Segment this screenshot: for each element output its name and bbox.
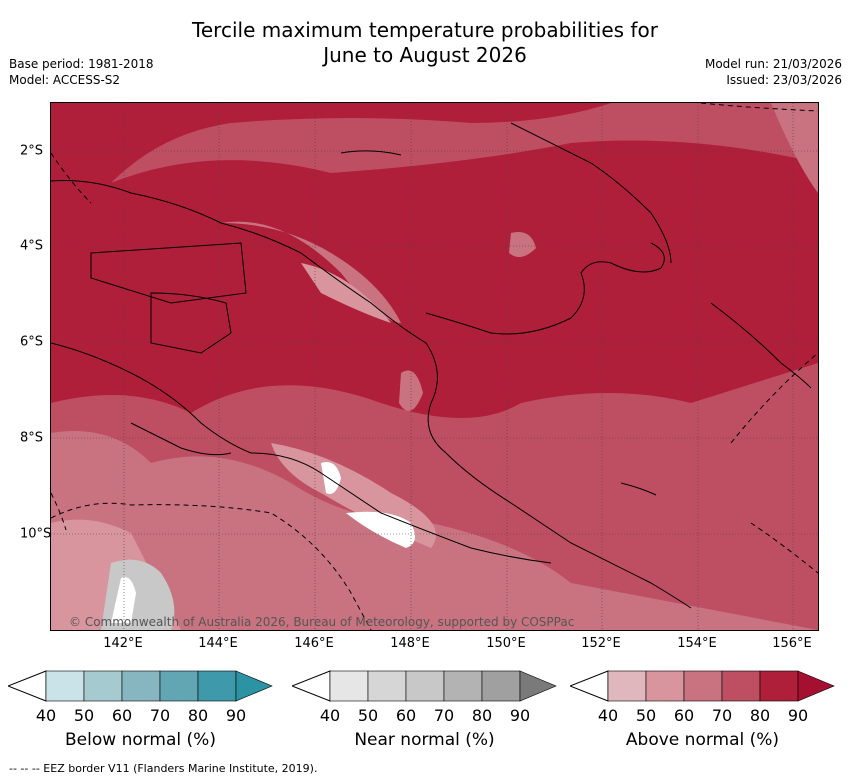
- cbar-below-label: 40: [35, 706, 57, 725]
- cbar-near-seg: [519, 670, 557, 702]
- cbar-above-label: 80: [749, 706, 771, 725]
- x-tick-148: 148°E: [390, 636, 430, 651]
- cbar-below-label: 90: [225, 706, 247, 725]
- issued-date: Issued: 23/03/2026: [726, 73, 842, 87]
- y-tick-6s: 6°S: [20, 334, 44, 350]
- probability-map: © Commonwealth of Australia 2026, Bureau…: [50, 102, 819, 631]
- cbar-above-seg: [797, 670, 835, 702]
- x-tick-142: 142°E: [103, 636, 143, 651]
- cbar-above-label: 90: [787, 706, 809, 725]
- model-run: Model run: 21/03/2026: [704, 57, 842, 71]
- map-title: Tercile maximum temperature probabilitie…: [0, 18, 850, 68]
- cbar-below-label: 60: [111, 706, 133, 725]
- cbar-above-label: 70: [711, 706, 733, 725]
- cbar-near-seg: [443, 670, 483, 702]
- y-tick-8s: 8°S: [20, 430, 44, 446]
- cbar-above-seg: [721, 670, 761, 702]
- x-tick-150: 150°E: [486, 636, 526, 651]
- x-tick-154: 154°E: [677, 636, 717, 651]
- base-period: Base period: 1981-2018: [9, 57, 154, 71]
- cbar-near-label: 60: [395, 706, 417, 725]
- cbar-below-label: 50: [73, 706, 95, 725]
- colorbar-below-normal: [8, 670, 273, 702]
- cbar-below-seg: [45, 670, 85, 702]
- cbar-below-seg: [197, 670, 237, 702]
- title-line-1: Tercile maximum temperature probabilitie…: [192, 18, 658, 42]
- cbar-above-label: 50: [635, 706, 657, 725]
- cbar-above-title: Above normal (%): [625, 730, 780, 750]
- cbar-near-seg: [405, 670, 445, 702]
- copyright-text: © Commonwealth of Australia 2026, Bureau…: [69, 615, 575, 629]
- y-tick-4s: 4°S: [20, 238, 44, 254]
- y-tick-10s: 10°S: [20, 526, 52, 542]
- cbar-above-seg: [683, 670, 723, 702]
- x-tick-152: 152°E: [581, 636, 621, 651]
- meta-right: Model run: 21/03/2026 Issued: 23/03/2026: [705, 56, 842, 88]
- title-line-2: June to August 2026: [323, 43, 527, 67]
- x-tick-146: 146°E: [294, 636, 334, 651]
- cbar-below-seg: [121, 670, 161, 702]
- cbar-near-seg: [367, 670, 407, 702]
- cbar-below-label: 80: [187, 706, 209, 725]
- cbar-above-seg: [607, 670, 647, 702]
- cbar-below-seg: [159, 670, 199, 702]
- cbar-above-seg: [759, 670, 799, 702]
- cbar-below-seg: [83, 670, 123, 702]
- cbar-near-label: 40: [319, 706, 341, 725]
- cbar-above-seg: [645, 670, 685, 702]
- map-canvas: [51, 103, 818, 630]
- cbar-near-label: 50: [357, 706, 379, 725]
- cbar-above-label: 60: [673, 706, 695, 725]
- cbar-below-seg: [235, 670, 273, 702]
- cbar-near-title: Near normal (%): [354, 730, 495, 750]
- cbar-below-title: Below normal (%): [65, 730, 216, 750]
- y-tick-2s: 2°S: [20, 143, 44, 159]
- cbar-below-label: 70: [149, 706, 171, 725]
- eez-footer-note: -- -- -- EEZ border V11 (Flanders Marine…: [9, 762, 318, 775]
- x-tick-156: 156°E: [772, 636, 812, 651]
- colorbar-near-normal: [292, 670, 557, 702]
- cbar-near-label: 80: [471, 706, 493, 725]
- model-name: Model: ACCESS-S2: [9, 73, 121, 87]
- cbar-above-label: 40: [597, 706, 619, 725]
- meta-left: Base period: 1981-2018 Model: ACCESS-S2: [9, 56, 154, 88]
- cbar-near-label: 90: [509, 706, 531, 725]
- cbar-near-seg: [329, 670, 369, 702]
- x-tick-144: 144°E: [198, 636, 238, 651]
- colorbar-above-normal: [570, 670, 835, 702]
- cbar-near-seg: [481, 670, 521, 702]
- cbar-near-label: 70: [433, 706, 455, 725]
